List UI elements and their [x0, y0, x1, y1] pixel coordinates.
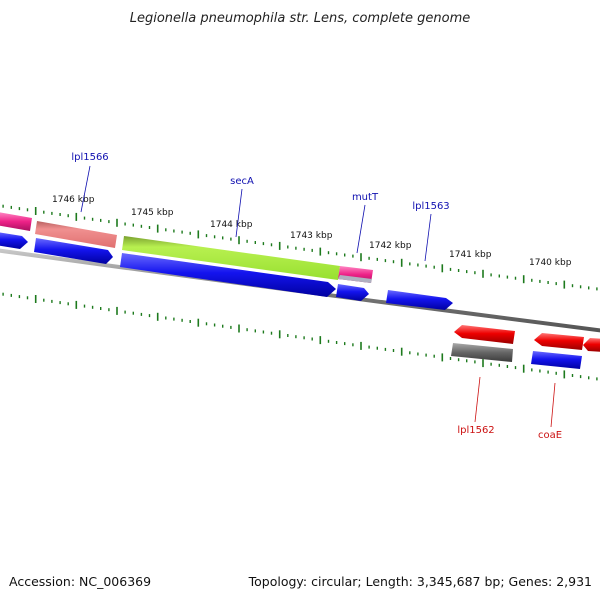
- gene-label-lpl1563[interactable]: lpl1563: [412, 201, 449, 212]
- cds-forward: [0, 232, 453, 310]
- ruler-label: 1744 kbp: [210, 220, 253, 230]
- gene-coae-red[interactable]: [534, 333, 584, 350]
- gene-coae-blue[interactable]: [531, 351, 582, 369]
- gene-lpl1562-red[interactable]: [454, 325, 515, 344]
- gene-salmon[interactable]: [35, 221, 117, 248]
- gene-lpl1563[interactable]: [386, 290, 453, 310]
- gene-red-right[interactable]: [583, 338, 600, 352]
- gene-label-lpl1566[interactable]: lpl1566: [71, 152, 108, 163]
- outer-tick-marks: [2, 204, 598, 291]
- genome-summary-text: Topology: circular; Length: 3,345,687 bp…: [248, 574, 592, 589]
- ruler-label: 1745 kbp: [131, 208, 174, 218]
- gene-blue-2[interactable]: [34, 238, 113, 264]
- callout-line: [474, 376, 481, 423]
- gene-mutt-shade: [338, 275, 372, 283]
- forward-strand: [0, 212, 373, 283]
- gene-label-lpl1562[interactable]: lpl1562: [457, 425, 494, 436]
- ruler-label: 1741 kbp: [449, 250, 492, 260]
- ruler-label: 1746 kbp: [52, 195, 95, 205]
- callout-line: [424, 213, 432, 262]
- callout-line: [550, 382, 556, 428]
- gene-seca[interactable]: [122, 236, 340, 280]
- gene-blue-4[interactable]: [336, 284, 369, 301]
- gene-label-seca[interactable]: secA: [230, 176, 254, 187]
- ruler-labels: 1746 kbp 1745 kbp 1744 kbp 1743 kbp 1742…: [52, 195, 572, 268]
- map-title: Legionella pneumophila str. Lens, comple…: [130, 11, 471, 26]
- ruler-label: 1742 kbp: [369, 241, 412, 251]
- gene-label-mutt[interactable]: mutT: [352, 192, 379, 203]
- gene-label-coae[interactable]: coaE: [538, 430, 562, 441]
- gene-callouts: lpl1566 secA mutT lpl1563 lpl1562 coaE: [71, 152, 562, 441]
- accession-text: Accession: NC_006369: [9, 574, 151, 589]
- gene-blue-1[interactable]: [0, 232, 28, 249]
- callout-line: [80, 165, 91, 213]
- callout-line: [235, 188, 243, 238]
- inner-tick-marks: [2, 292, 598, 381]
- reverse-strand: [451, 325, 600, 369]
- callout-line: [356, 204, 366, 254]
- ruler-label: 1743 kbp: [290, 231, 333, 241]
- ruler-label: 1740 kbp: [529, 258, 572, 268]
- gene-lpl1562-grey[interactable]: [451, 343, 513, 362]
- gene-pink-left[interactable]: [0, 212, 32, 231]
- gene-blue-3[interactable]: [120, 253, 336, 297]
